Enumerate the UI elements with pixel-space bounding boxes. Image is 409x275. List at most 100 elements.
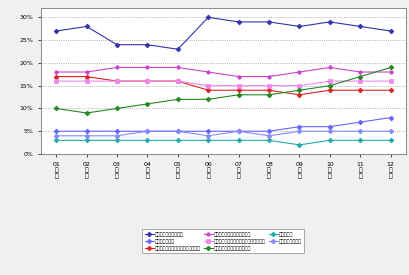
- 自分の能力を活かした仕事をしたい: [84, 75, 89, 78]
- 人のためになる仕事をしたい: [387, 66, 392, 69]
- 収入をたくさん得たい: [236, 20, 240, 24]
- 東人の役に立つ仕事をしたい: [54, 70, 58, 74]
- アドバイスや指示を聞いて仕事をしたい: [114, 79, 119, 83]
- 自分の能力を活かした仕事をしたい: [145, 79, 150, 83]
- 自分の能力を活かした仕事をしたい: [357, 89, 362, 92]
- 社会に貢献したい: [175, 130, 180, 133]
- 収入をたくさん得たい: [54, 29, 58, 33]
- 東人の役に立つ仕事をしたい: [145, 66, 150, 69]
- 楽勝したい: [84, 139, 89, 142]
- 楽しく働きたい: [357, 120, 362, 124]
- 楽勝したい: [114, 139, 119, 142]
- 自分の能力を活かした仕事をしたい: [205, 89, 210, 92]
- Line: 東人の役に立つ仕事をしたい: 東人の役に立つ仕事をしたい: [54, 66, 391, 78]
- 東人の役に立つ仕事をしたい: [327, 66, 332, 69]
- 楽勝したい: [236, 139, 240, 142]
- 楽しく働きたい: [296, 125, 301, 128]
- 自分の能力を活かした仕事をしたい: [175, 79, 180, 83]
- 収入をたくさん得たい: [84, 25, 89, 28]
- 社会に貢献したい: [54, 134, 58, 138]
- 楽勝したい: [296, 143, 301, 147]
- 楽勝したい: [357, 139, 362, 142]
- 人のためになる仕事をしたい: [327, 84, 332, 87]
- 自分の能力を活かした仕事をしたい: [387, 89, 392, 92]
- 社会に貢献したい: [266, 134, 271, 138]
- 社会に貢献したい: [145, 130, 150, 133]
- 収入をたくさん得たい: [296, 25, 301, 28]
- 人のためになる仕事をしたい: [84, 111, 89, 115]
- 人のためになる仕事をしたい: [145, 102, 150, 106]
- 社会に貢献したい: [236, 130, 240, 133]
- 人のためになる仕事をしたい: [236, 93, 240, 97]
- 楽勝したい: [54, 139, 58, 142]
- 自分の能力を活かした仕事をしたい: [296, 93, 301, 97]
- 人のためになる仕事をしたい: [357, 75, 362, 78]
- 楽しく働きたい: [266, 130, 271, 133]
- 社会に貢献したい: [387, 130, 392, 133]
- 楽勝したい: [145, 139, 150, 142]
- 東人の役に立つ仕事をしたい: [296, 70, 301, 74]
- アドバイスや指示を聞いて仕事をしたい: [84, 79, 89, 83]
- 東人の役に立つ仕事をしたい: [387, 70, 392, 74]
- アドバイスや指示を聞いて仕事をしたい: [266, 84, 271, 87]
- 東人の役に立つ仕事をしたい: [114, 66, 119, 69]
- アドバイスや指示を聞いて仕事をしたい: [387, 79, 392, 83]
- 東人の役に立つ仕事をしたい: [84, 70, 89, 74]
- 収入をたくさん得たい: [357, 25, 362, 28]
- アドバイスや指示を聞いて仕事をしたい: [236, 84, 240, 87]
- 楽しく働きたい: [84, 130, 89, 133]
- 収入をたくさん得たい: [387, 29, 392, 33]
- Line: 楽しく働きたい: 楽しく働きたい: [54, 116, 391, 133]
- アドバイスや指示を聞いて仕事をしたい: [296, 84, 301, 87]
- 楽勝したい: [266, 139, 271, 142]
- 人のためになる仕事をしたい: [54, 107, 58, 110]
- 自分の能力を活かした仕事をしたい: [236, 89, 240, 92]
- 自分の能力を活かした仕事をしたい: [266, 89, 271, 92]
- 収入をたくさん得たい: [175, 48, 180, 51]
- 人のためになる仕事をしたい: [114, 107, 119, 110]
- Line: 楽勝したい: 楽勝したい: [54, 139, 391, 147]
- 楽勝したい: [387, 139, 392, 142]
- 楽しく働きたい: [236, 130, 240, 133]
- 楽しく働きたい: [145, 130, 150, 133]
- 収入をたくさん得たい: [266, 20, 271, 24]
- 東人の役に立つ仕事をしたい: [205, 70, 210, 74]
- 楽しく働きたい: [387, 116, 392, 119]
- 東人の役に立つ仕事をしたい: [357, 70, 362, 74]
- Line: 自分の能力を活かした仕事をしたい: 自分の能力を活かした仕事をしたい: [54, 75, 391, 97]
- Line: 社会に貢献したい: 社会に貢献したい: [54, 130, 391, 138]
- 自分の能力を活かした仕事をしたい: [54, 75, 58, 78]
- 社会に貢献したい: [357, 130, 362, 133]
- 東人の役に立つ仕事をしたい: [236, 75, 240, 78]
- アドバイスや指示を聞いて仕事をしたい: [175, 79, 180, 83]
- 楽しく働きたい: [205, 130, 210, 133]
- アドバイスや指示を聞いて仕事をしたい: [327, 79, 332, 83]
- 収入をたくさん得たい: [114, 43, 119, 46]
- 社会に貢献したい: [327, 130, 332, 133]
- 自分の能力を活かした仕事をしたい: [114, 79, 119, 83]
- 社会に貢献したい: [205, 134, 210, 138]
- 楽勝したい: [205, 139, 210, 142]
- 社会に貢献したい: [84, 134, 89, 138]
- 楽勝したい: [327, 139, 332, 142]
- 人のためになる仕事をしたい: [175, 98, 180, 101]
- 楽しく働きたい: [175, 130, 180, 133]
- 自分の能力を活かした仕事をしたい: [327, 89, 332, 92]
- 楽しく働きたい: [327, 125, 332, 128]
- アドバイスや指示を聞いて仕事をしたい: [54, 79, 58, 83]
- 収入をたくさん得たい: [327, 20, 332, 24]
- 社会に貢献したい: [296, 130, 301, 133]
- 人のためになる仕事をしたい: [205, 98, 210, 101]
- アドバイスや指示を聞いて仕事をしたい: [205, 84, 210, 87]
- Legend: 収入をたくさん得たい, 楽しく働きたい, 自分の能力を活かした仕事をしたい, 東人の役に立つ仕事をしたい, アドバイスや指示を聞いて仕事をしたい, 人のためにな: 収入をたくさん得たい, 楽しく働きたい, 自分の能力を活かした仕事をしたい, 東…: [142, 229, 304, 253]
- 人のためになる仕事をしたい: [296, 89, 301, 92]
- Line: 人のためになる仕事をしたい: 人のためになる仕事をしたい: [54, 66, 391, 115]
- 楽しく働きたい: [114, 130, 119, 133]
- 収入をたくさん得たい: [145, 43, 150, 46]
- Line: 収入をたくさん得たい: 収入をたくさん得たい: [54, 16, 391, 51]
- 東人の役に立つ仕事をしたい: [266, 75, 271, 78]
- 楽しく働きたい: [54, 130, 58, 133]
- アドバイスや指示を聞いて仕事をしたい: [357, 79, 362, 83]
- アドバイスや指示を聞いて仕事をしたい: [145, 79, 150, 83]
- Line: アドバイスや指示を聞いて仕事をしたい: アドバイスや指示を聞いて仕事をしたい: [54, 79, 391, 87]
